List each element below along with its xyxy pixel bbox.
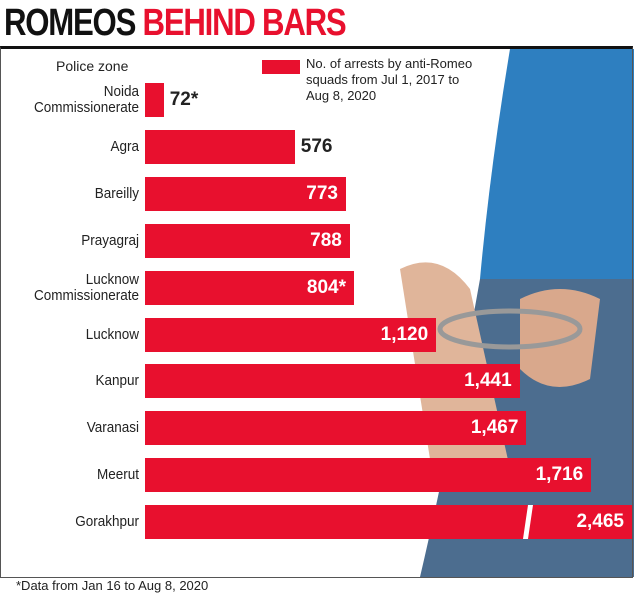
- value-label: 2,465: [576, 511, 624, 533]
- legend-swatch: [262, 60, 300, 74]
- category-label: Prayagraj: [81, 231, 139, 249]
- bar: [145, 129, 295, 164]
- category-axis-label: Police zone: [56, 58, 129, 74]
- value-label: 1,120: [380, 323, 429, 345]
- category-label: Meerut: [96, 466, 139, 484]
- title-part: BEHIND BARS: [142, 2, 347, 44]
- category-label: Noida Commissionerate: [33, 83, 139, 116]
- value-label: 1,467: [470, 417, 519, 439]
- bar: [145, 505, 632, 540]
- value-label: 72*: [169, 89, 199, 110]
- legend-label: No. of arrests by anti-Romeo squads from…: [306, 56, 473, 103]
- chart-title: ROMEOS BEHIND BARS: [4, 2, 347, 45]
- bar: [145, 458, 592, 493]
- category-label: Lucknow Commissionerate: [33, 270, 139, 304]
- category-label: Lucknow: [85, 325, 139, 343]
- category-label: Bareilly: [94, 184, 139, 202]
- value-label: 773: [306, 182, 338, 204]
- bar: [145, 364, 520, 399]
- value-label: 804*: [306, 276, 347, 298]
- title-part: ROMEOS: [4, 2, 136, 44]
- bar: [145, 176, 346, 211]
- value-label: 1,716: [535, 464, 584, 486]
- category-label: Gorakhpur: [75, 513, 139, 531]
- category-label: Agra: [110, 137, 139, 155]
- chart-frame: [0, 46, 633, 578]
- value-label: 788: [310, 229, 342, 251]
- axis-break: [523, 505, 533, 540]
- bar: [145, 223, 350, 258]
- category-label: Varanasi: [86, 419, 139, 437]
- bar: [145, 411, 527, 446]
- value-label: 1,441: [464, 370, 512, 392]
- bar: [145, 83, 164, 117]
- category-label: Kanpur: [95, 372, 139, 390]
- value-label: 576: [300, 135, 333, 157]
- bar: [145, 270, 355, 305]
- bar: [145, 317, 437, 352]
- footnote: *Data from Jan 16 to Aug 8, 2020: [16, 578, 209, 593]
